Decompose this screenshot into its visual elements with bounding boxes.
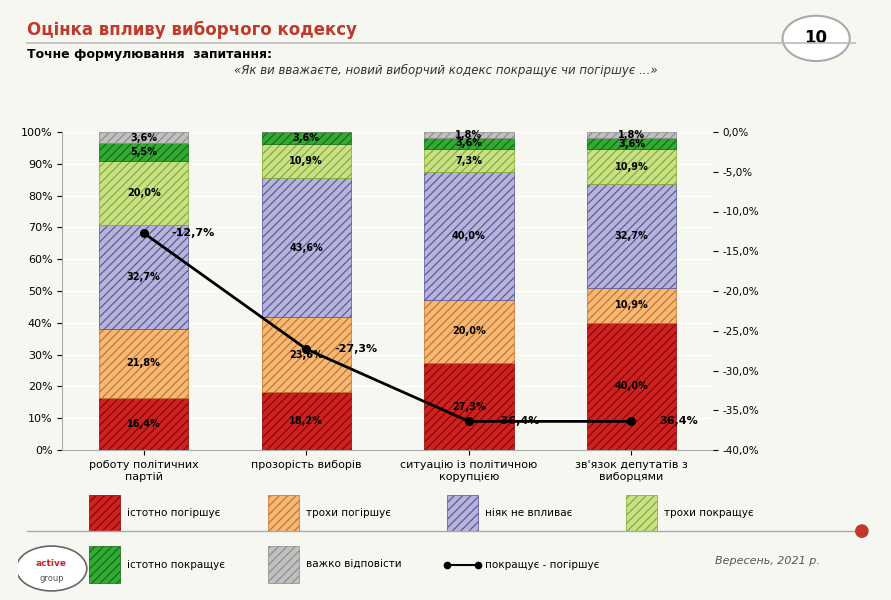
- Text: active: active: [36, 559, 67, 568]
- Text: 3,6%: 3,6%: [130, 133, 157, 143]
- Bar: [99, 329, 188, 398]
- Bar: [89, 547, 119, 583]
- Text: 10,9%: 10,9%: [290, 156, 323, 166]
- Text: 10,9%: 10,9%: [615, 162, 649, 172]
- Text: трохи покращує: трохи покращує: [664, 508, 754, 518]
- Bar: [99, 161, 188, 224]
- Text: -36,4%: -36,4%: [496, 416, 540, 427]
- Bar: [587, 138, 676, 149]
- Text: 1,8%: 1,8%: [455, 130, 482, 140]
- Text: 18,2%: 18,2%: [290, 416, 323, 426]
- Text: 40,0%: 40,0%: [615, 382, 649, 391]
- Text: 20,0%: 20,0%: [452, 326, 486, 337]
- Text: 1,8%: 1,8%: [618, 130, 645, 140]
- Bar: [262, 144, 351, 178]
- Text: 16,4%: 16,4%: [127, 419, 160, 429]
- Text: Оцінка впливу виборчого кодексу: Оцінка впливу виборчого кодексу: [27, 21, 356, 39]
- Text: 10,9%: 10,9%: [615, 301, 649, 310]
- Text: трохи погіршує: трохи погіршує: [307, 508, 391, 518]
- Bar: [447, 494, 478, 531]
- Bar: [262, 178, 351, 317]
- Text: group: group: [39, 574, 64, 583]
- Bar: [424, 172, 513, 299]
- Bar: [424, 363, 513, 450]
- Bar: [89, 494, 119, 531]
- Text: Точне формулювання  запитання:: Точне формулювання запитання:: [27, 48, 272, 61]
- Text: 21,8%: 21,8%: [127, 358, 160, 368]
- Text: «Як ви вважаєте, новий виборчий кодекс покращує чи погіршує ...»: «Як ви вважаєте, новий виборчий кодекс п…: [233, 64, 658, 77]
- Bar: [424, 132, 513, 138]
- Text: 20,0%: 20,0%: [127, 188, 160, 198]
- Bar: [587, 184, 676, 288]
- Circle shape: [782, 16, 850, 61]
- Text: ●: ●: [854, 522, 870, 540]
- Bar: [587, 149, 676, 184]
- Bar: [424, 299, 513, 363]
- Bar: [424, 149, 513, 172]
- Text: покращує - погіршує: покращує - погіршує: [485, 560, 600, 570]
- Text: важко відповісти: важко відповісти: [307, 560, 402, 570]
- Text: 10: 10: [805, 29, 828, 47]
- Bar: [262, 317, 351, 392]
- Text: -12,7%: -12,7%: [171, 228, 215, 238]
- Text: -27,3%: -27,3%: [334, 344, 377, 354]
- Text: 7,3%: 7,3%: [455, 156, 482, 166]
- Bar: [99, 132, 188, 143]
- Bar: [262, 133, 351, 144]
- Bar: [268, 494, 298, 531]
- Text: 5,5%: 5,5%: [130, 147, 157, 157]
- Text: 32,7%: 32,7%: [127, 272, 160, 281]
- Bar: [626, 494, 657, 531]
- Text: 32,7%: 32,7%: [615, 231, 649, 241]
- Text: 3,6%: 3,6%: [293, 133, 320, 143]
- Circle shape: [16, 546, 86, 591]
- Bar: [99, 224, 188, 329]
- Text: Вересень, 2021 р.: Вересень, 2021 р.: [715, 556, 820, 566]
- Text: 23,6%: 23,6%: [290, 350, 323, 359]
- Text: 3,6%: 3,6%: [618, 139, 645, 149]
- Text: 27,3%: 27,3%: [452, 401, 486, 412]
- Text: істотно покращує: істотно покращує: [127, 560, 225, 570]
- Text: 40,0%: 40,0%: [452, 231, 486, 241]
- Text: 3,6%: 3,6%: [455, 139, 482, 148]
- Bar: [587, 323, 676, 450]
- Bar: [99, 143, 188, 161]
- Bar: [268, 547, 298, 583]
- Text: істотно погіршує: істотно погіршує: [127, 508, 220, 518]
- Text: ніяк не впливає: ніяк не впливає: [485, 508, 573, 518]
- Bar: [99, 398, 188, 450]
- Bar: [587, 133, 676, 138]
- Bar: [424, 138, 513, 149]
- Text: 43,6%: 43,6%: [290, 243, 323, 253]
- Bar: [587, 288, 676, 323]
- Bar: [262, 392, 351, 450]
- Text: 36,4%: 36,4%: [659, 416, 698, 427]
